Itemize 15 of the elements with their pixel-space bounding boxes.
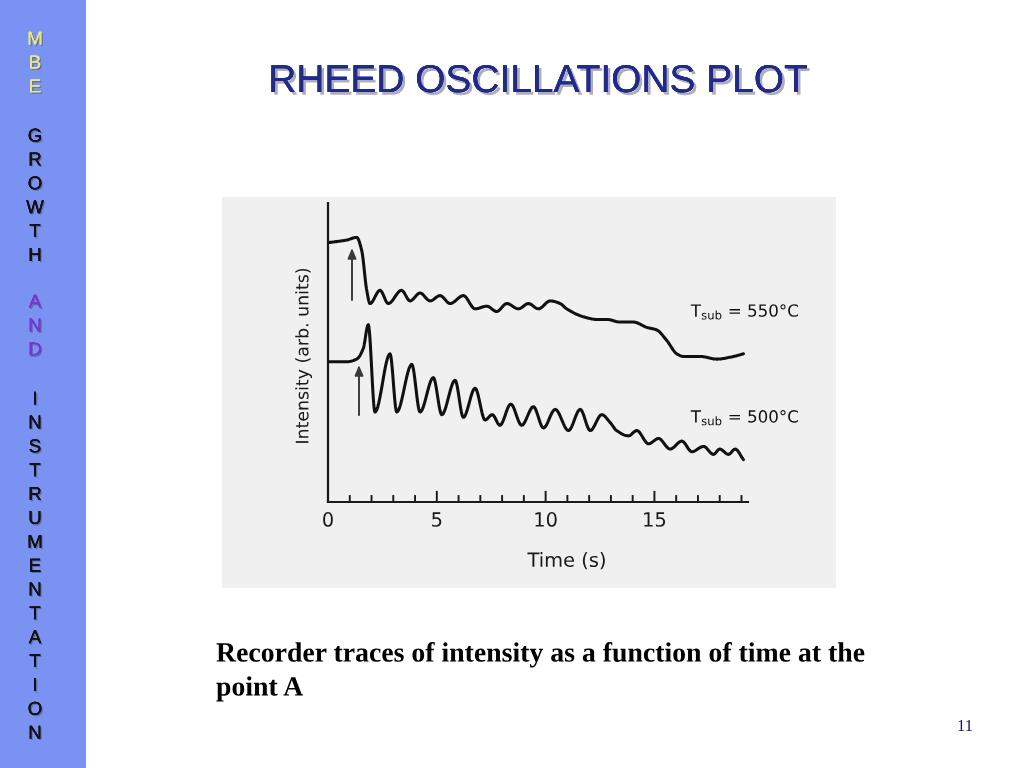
text: MBE [28,31,43,94]
text: GROWTH [26,128,46,263]
x-tick-label: 10 [535,512,557,527]
x-tick-label: 5 [432,512,442,527]
y-axis-title: Intensity (arb. units) [295,268,312,443]
x-tick-label: 0 [323,512,333,527]
series-label: T$_{sub}$ = 550°C [690,304,798,320]
x-axis-title: Time (s) [527,552,605,570]
text: INSTRUMENTATION [28,391,42,739]
text: 11 [958,720,973,732]
series-label: T$_{sub}$ = 500°C [690,410,798,426]
chart-title: RHEED OSCILLATIONS PLOT [271,64,810,96]
text: AND [28,294,43,357]
text: Recorder traces of intensity as a function of time at the point A [216,642,865,702]
x-tick-label: 15 [644,512,666,527]
